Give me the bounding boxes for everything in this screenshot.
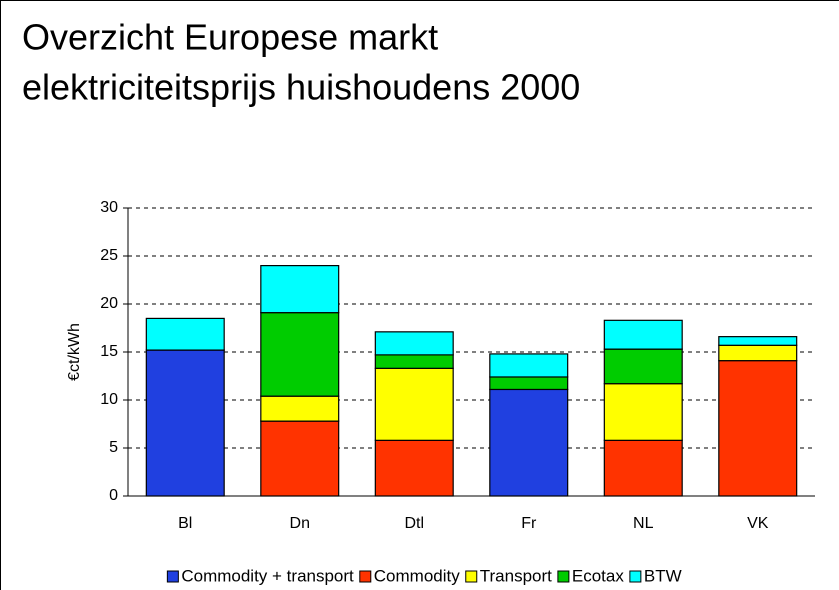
y-tick-label: 15 bbox=[100, 343, 118, 360]
bar-segment bbox=[145, 349, 225, 497]
bar-segment bbox=[489, 353, 569, 378]
y-axis-label: €ct/kWh bbox=[66, 323, 83, 381]
y-tick-label: 30 bbox=[100, 199, 118, 216]
legend-label: Transport bbox=[480, 566, 552, 585]
x-tick-label: NL bbox=[633, 515, 654, 532]
x-tick-label: Bl bbox=[178, 515, 192, 532]
bar-segment bbox=[374, 354, 454, 369]
legend-swatch bbox=[557, 570, 570, 583]
legend-label: Ecotax bbox=[572, 566, 624, 585]
x-tick-label: Dn bbox=[290, 515, 310, 532]
bar-segment bbox=[718, 344, 798, 362]
chart-title: Overzicht Europese markt bbox=[22, 17, 438, 58]
bar-segment bbox=[374, 367, 454, 441]
bar-segment bbox=[374, 331, 454, 356]
bar-segment bbox=[260, 395, 340, 422]
bar-segment bbox=[260, 420, 340, 497]
y-tick-label: 20 bbox=[100, 295, 118, 312]
bar-segment bbox=[489, 388, 569, 497]
y-tick-label: 10 bbox=[100, 391, 118, 408]
x-tick-label: Fr bbox=[521, 515, 537, 532]
bar-segment bbox=[603, 319, 683, 350]
chart-title: elektriciteitsprijs huishoudens 2000 bbox=[22, 67, 580, 108]
legend-swatch bbox=[629, 570, 642, 583]
y-tick-label: 0 bbox=[109, 487, 118, 504]
legend-swatch bbox=[465, 570, 478, 583]
legend-label: BTW bbox=[644, 566, 682, 585]
x-tick-label: Dtl bbox=[404, 515, 424, 532]
bar-segment bbox=[145, 317, 225, 351]
legend-label: Commodity bbox=[374, 566, 460, 585]
bar-segment bbox=[603, 348, 683, 385]
bar-segment bbox=[374, 439, 454, 497]
y-tick-label: 25 bbox=[100, 247, 118, 264]
legend-swatch bbox=[359, 570, 372, 583]
bar-segment bbox=[603, 383, 683, 441]
y-tick-label: 5 bbox=[109, 439, 118, 456]
legend-label: Commodity + transport bbox=[181, 566, 354, 585]
bar-segment bbox=[718, 360, 798, 497]
x-tick-label: VK bbox=[747, 515, 769, 532]
bar-segment bbox=[260, 265, 340, 314]
bar-segment bbox=[489, 376, 569, 391]
bar-segment bbox=[260, 312, 340, 397]
bar-segment bbox=[718, 336, 798, 346]
bar-segment bbox=[603, 439, 683, 497]
legend-swatch bbox=[166, 570, 179, 583]
